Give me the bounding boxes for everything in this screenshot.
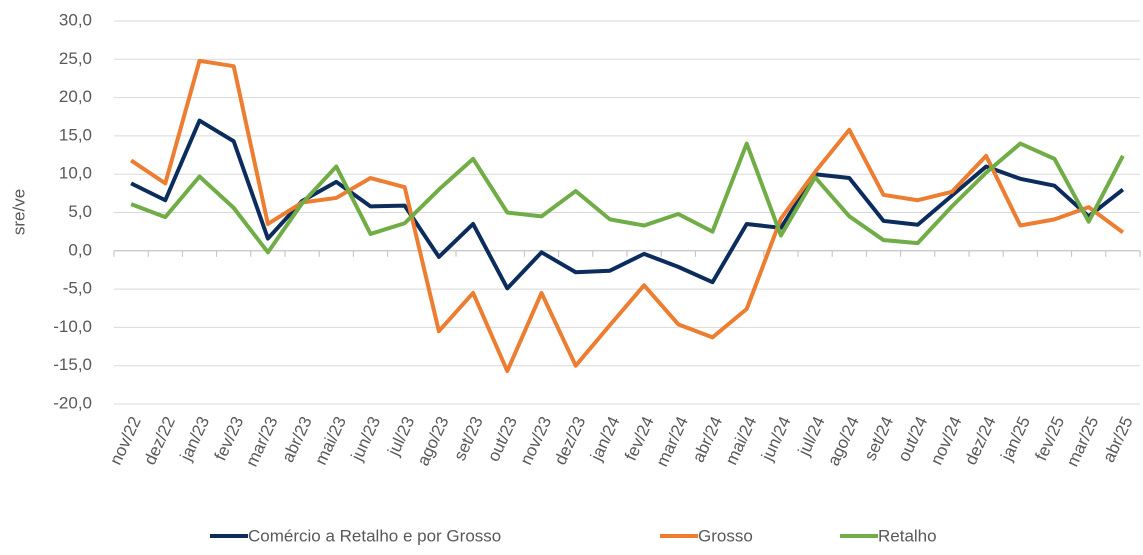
x-tick-label: fev/25 xyxy=(1031,414,1068,464)
x-tick-label: set/24 xyxy=(860,414,897,464)
y-tick-label: -10,0 xyxy=(53,317,92,336)
legend-label: Retalho xyxy=(878,526,937,545)
x-tick-label: out/23 xyxy=(484,414,521,465)
x-tick-label: abr/24 xyxy=(689,414,727,466)
x-tick-label: dez/23 xyxy=(551,414,590,468)
series-line xyxy=(130,118,1125,291)
y-tick-label: 10,0 xyxy=(59,164,92,183)
x-tick-label: mar/23 xyxy=(242,414,282,470)
x-tick-label: abr/25 xyxy=(1099,414,1137,466)
x-tick-label: jul/23 xyxy=(384,414,419,460)
x-tick-label: dez/24 xyxy=(961,414,1000,468)
y-tick-label: -20,0 xyxy=(53,393,92,412)
x-tick-label: set/23 xyxy=(450,414,487,464)
x-tick-label: out/24 xyxy=(894,414,931,465)
x-tick-label: fev/24 xyxy=(621,414,658,464)
x-tick-label: nov/24 xyxy=(927,414,966,468)
y-tick-label: 15,0 xyxy=(59,125,92,144)
x-tick-label: ago/24 xyxy=(824,414,863,469)
y-tick-label: -5,0 xyxy=(63,279,92,298)
y-tick-label: 25,0 xyxy=(59,49,92,68)
x-tick-label: nov/22 xyxy=(106,414,145,468)
y-tick-label: 5,0 xyxy=(68,202,92,221)
y-tick-label: -15,0 xyxy=(53,355,92,374)
legend-label: Comércio a Retalho e por Grosso xyxy=(248,526,501,545)
x-tick-label: jan/23 xyxy=(176,414,213,465)
x-tick-label: ago/23 xyxy=(413,414,452,469)
x-tick-label: jan/25 xyxy=(997,414,1034,465)
legend-label: Grosso xyxy=(698,526,753,545)
y-tick-label: 20,0 xyxy=(59,87,92,106)
x-tick-label: jan/24 xyxy=(586,414,623,465)
x-tick-label: mai/23 xyxy=(311,414,350,468)
x-tick-label: jul/24 xyxy=(794,414,829,460)
x-tick-label: nov/23 xyxy=(516,414,555,468)
x-tick-label: dez/22 xyxy=(140,414,179,468)
x-tick-label: mai/24 xyxy=(722,414,761,468)
x-tick-label: mar/25 xyxy=(1063,414,1103,470)
series-line xyxy=(130,141,1125,255)
x-tick-label: jun/24 xyxy=(757,414,794,465)
x-tick-label: jun/23 xyxy=(347,414,384,465)
series-line xyxy=(129,58,1125,374)
y-tick-label: 30,0 xyxy=(59,10,92,29)
x-tick-label: fev/23 xyxy=(211,414,248,464)
x-tick-label: abr/23 xyxy=(278,414,316,466)
y-tick-label: 0,0 xyxy=(68,240,92,259)
y-axis-label: sre/ve xyxy=(9,189,28,235)
x-tick-label: mar/24 xyxy=(652,414,692,470)
